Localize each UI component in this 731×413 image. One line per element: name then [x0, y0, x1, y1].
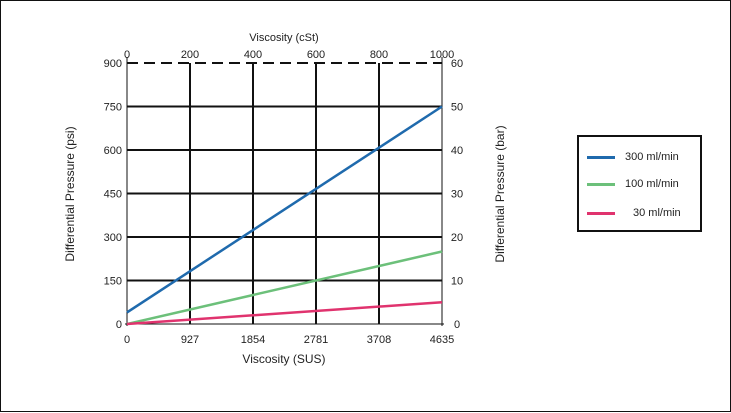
legend: 300 ml/min 100 ml/min 30 ml/min — [577, 135, 702, 232]
legend-item: 30 ml/min — [587, 205, 681, 221]
y-right-tick-label: 10 — [451, 276, 463, 288]
legend-item: 300 ml/min — [587, 149, 679, 165]
x-bottom-tick-label: 927 — [181, 334, 199, 346]
y-right-axis-title: Differential Pressure (bar) — [493, 125, 507, 262]
x-bottom-tick-label: 2781 — [304, 334, 328, 346]
legend-label: 300 ml/min — [625, 151, 679, 163]
series-line — [126, 301, 443, 326]
series-line — [126, 250, 443, 326]
x-top-axis-title: Viscosity (cSt) — [249, 32, 318, 44]
y-left-tick-label: 600 — [104, 145, 122, 157]
x-top-tick-label: 1000 — [430, 49, 454, 61]
x-bottom-tick-label: 1854 — [241, 334, 265, 346]
y-left-tick-label: 750 — [104, 102, 122, 114]
x-top-tick-label: 600 — [307, 49, 325, 61]
legend-swatch — [587, 182, 615, 186]
x-bottom-tick-label: 4635 — [430, 334, 454, 346]
legend-label: 100 ml/min — [625, 178, 679, 190]
y-left-tick-label: 0 — [116, 319, 122, 331]
y-right-tick-label: 0 — [454, 319, 460, 331]
x-top-tick-label: 400 — [244, 49, 262, 61]
y-right-tick-label: 50 — [451, 102, 463, 114]
y-left-tick-label: 900 — [104, 58, 122, 70]
x-bottom-axis-title: Viscosity (SUS) — [242, 352, 325, 366]
x-bottom-tick-label: 0 — [124, 334, 130, 346]
legend-label: 30 ml/min — [633, 207, 681, 219]
x-top-tick-label: 800 — [370, 49, 388, 61]
legend-swatch — [587, 155, 615, 159]
legend-item: 100 ml/min — [587, 176, 679, 192]
y-right-tick-label: 60 — [451, 58, 463, 70]
y-right-tick-label: 20 — [451, 232, 463, 244]
y-right-tick-label: 30 — [451, 189, 463, 201]
y-left-axis-title: Differential Pressure (psi) — [63, 126, 77, 261]
x-top-tick-label: 200 — [181, 49, 199, 61]
y-right-tick-label: 40 — [451, 145, 463, 157]
y-left-tick-label: 150 — [104, 276, 122, 288]
y-left-tick-label: 300 — [104, 232, 122, 244]
series-line — [126, 105, 443, 314]
x-bottom-tick-label: 3708 — [367, 334, 391, 346]
y-left-tick-label: 450 — [104, 189, 122, 201]
legend-swatch — [587, 211, 615, 215]
x-top-tick-label: 0 — [124, 49, 130, 61]
